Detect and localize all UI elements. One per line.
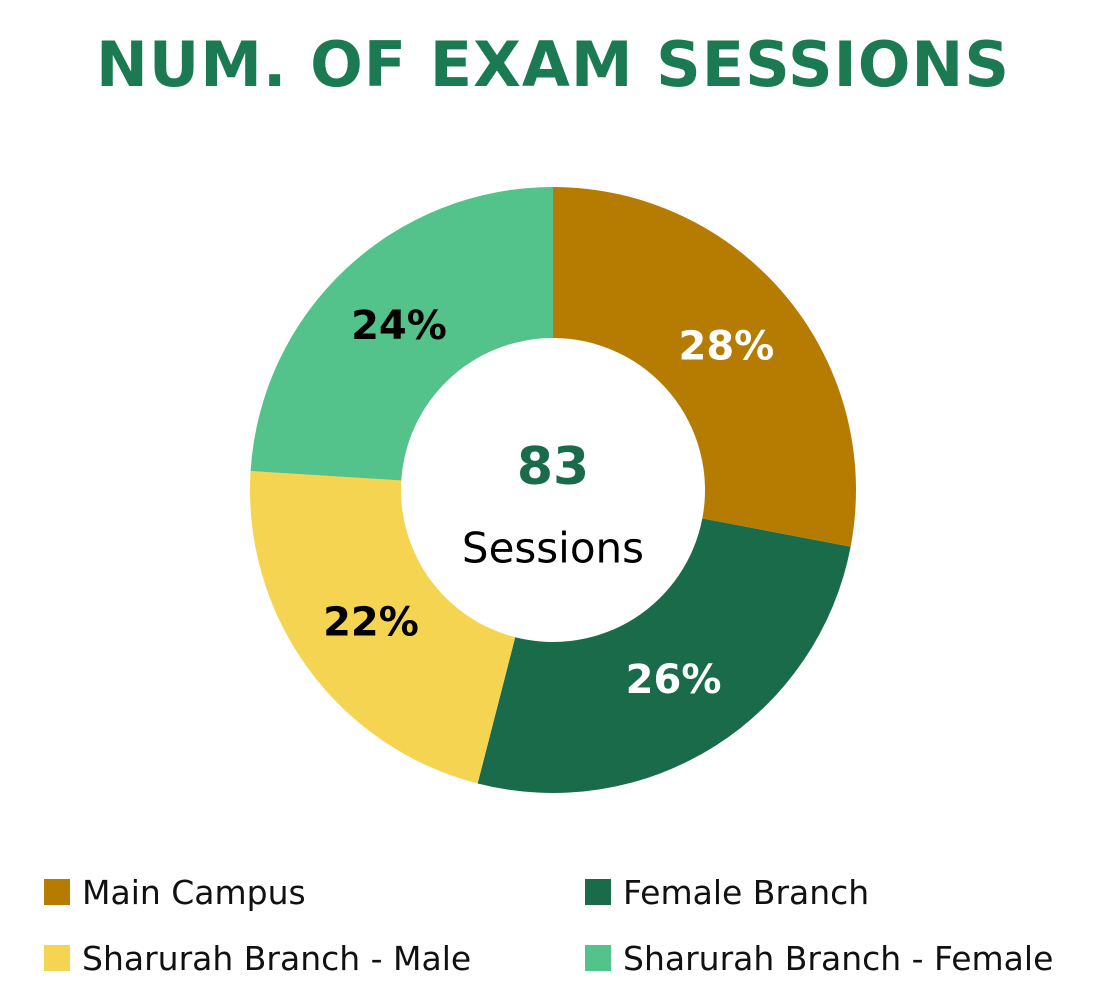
- donut-slice-sharurah-male: [250, 470, 516, 784]
- legend-item-main-campus: Main Campus: [44, 872, 306, 912]
- legend-item-sharurah-male: Sharurah Branch - Male: [44, 938, 471, 978]
- center-value: 83: [517, 437, 589, 497]
- center-label: Sessions: [462, 524, 644, 573]
- legend-swatch-sharurah-male: [44, 945, 70, 971]
- legend-label-sharurah-male: Sharurah Branch - Male: [82, 938, 472, 978]
- legend-swatch-female-branch: [585, 879, 611, 905]
- legend-label-female-branch: Female Branch: [623, 872, 870, 912]
- donut-slice-sharurah-female: [250, 187, 553, 481]
- legend-swatch-sharurah-female: [585, 945, 611, 971]
- slice-label-main-campus: 28%: [678, 324, 774, 370]
- donut-slice-main-campus: [553, 187, 857, 547]
- legend-item-female-branch: Female Branch: [585, 872, 869, 912]
- slice-label-sharurah-female: 24%: [351, 303, 447, 349]
- chart-title: NUM. OF EXAM SESSIONS: [96, 28, 1010, 101]
- slice-label-female-branch: 26%: [626, 657, 722, 703]
- slice-label-sharurah-male: 22%: [323, 599, 419, 645]
- donut-slice-female-branch: [477, 518, 851, 793]
- legend-item-sharurah-female: Sharurah Branch - Female: [585, 938, 1053, 978]
- legend-label-sharurah-female: Sharurah Branch - Female: [623, 938, 1054, 978]
- legend-swatch-main-campus: [44, 879, 70, 905]
- legend-label-main-campus: Main Campus: [82, 872, 306, 912]
